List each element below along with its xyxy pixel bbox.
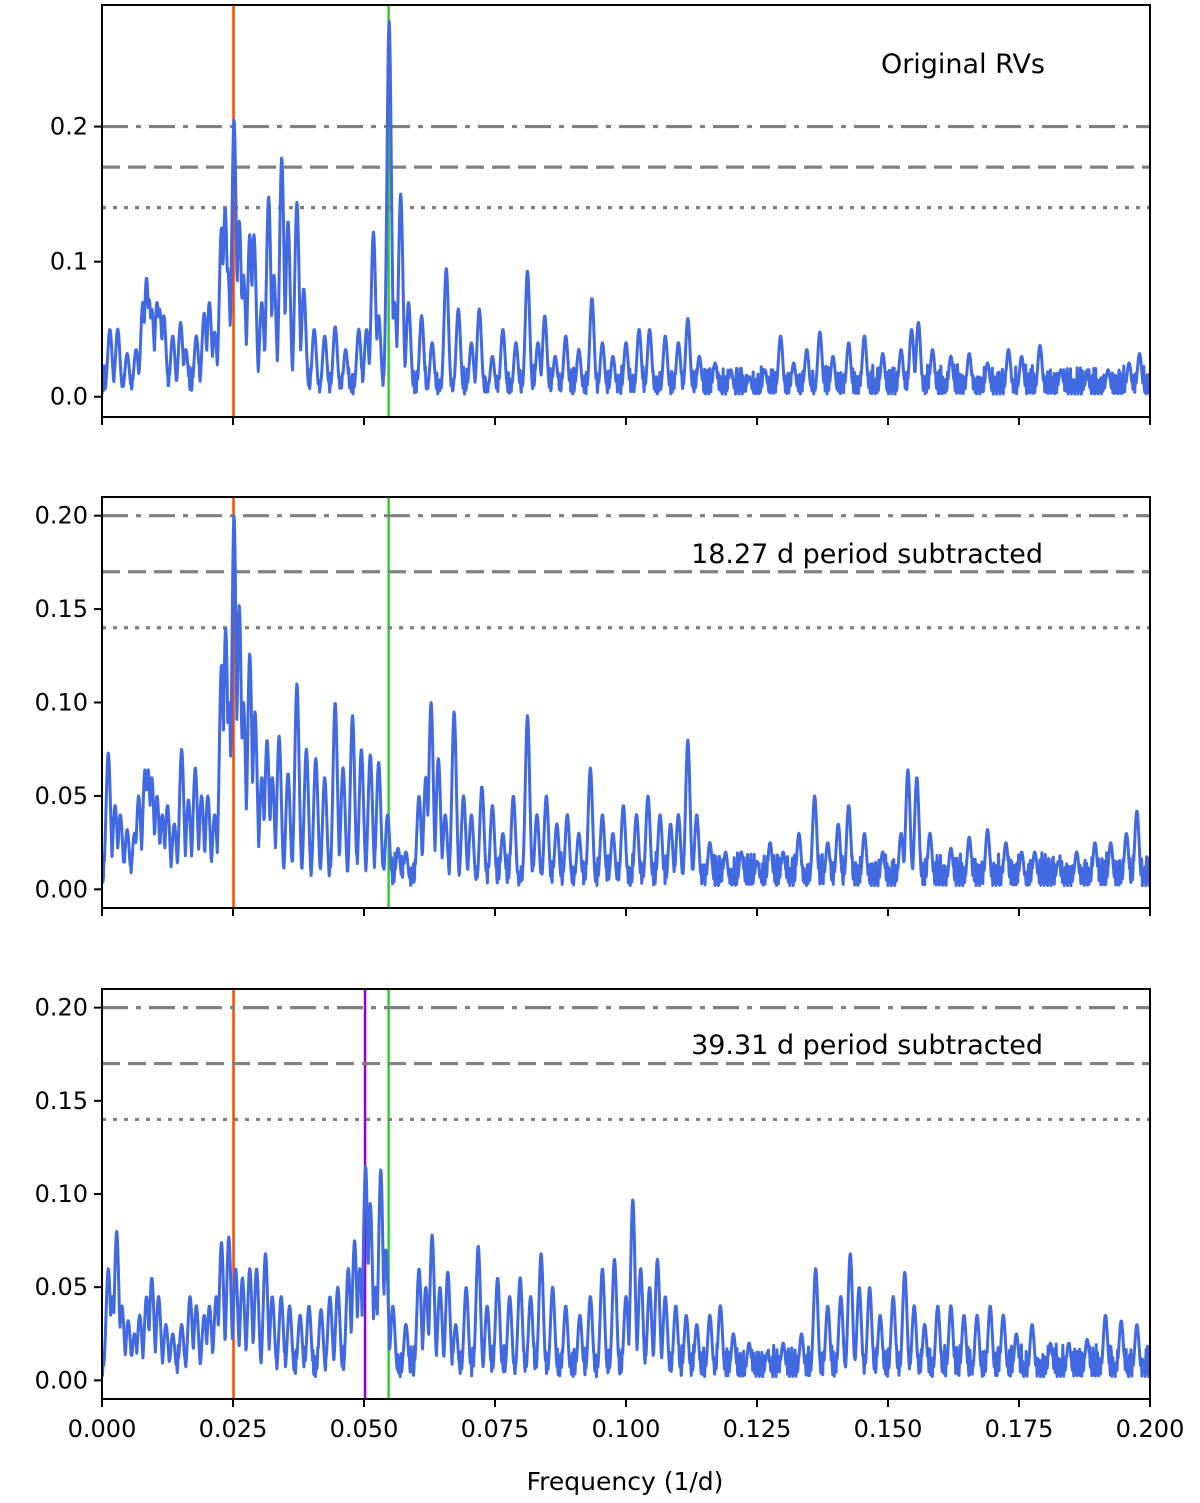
plot-area xyxy=(102,5,1150,417)
plot-area xyxy=(102,989,1150,1399)
panel-1: 0.0 0.1 0.2 Original RVs xyxy=(50,4,1151,425)
panel-annotation: 39.31 d period subtracted xyxy=(691,1030,1043,1061)
y-tick-label: 0.05 xyxy=(35,1273,88,1301)
y-tick-label: 0.20 xyxy=(35,994,88,1022)
x-tick-label: 0.050 xyxy=(330,1415,399,1443)
panel-annotation: Original RVs xyxy=(881,49,1045,80)
panel-annotation: 18.27 d period subtracted xyxy=(691,539,1043,570)
x-tick-label: 0.025 xyxy=(199,1415,268,1443)
panels-group: 0.0 0.1 0.2 Original RVs 0.00 0.05 0.10 0.15 0.2… xyxy=(35,4,1185,1443)
y-tick-label: 0.0 xyxy=(50,383,88,411)
y-tick-label: 0.1 xyxy=(50,248,88,276)
panel-3: 0.00 0.05 0.10 0.15 0.20 0.000 0.025 0.050 0.075… xyxy=(35,988,1185,1443)
x-tick-label: 0.150 xyxy=(854,1415,923,1443)
x-axis-label: Frequency (1/d) xyxy=(527,1467,724,1496)
x-tick-label: 0.000 xyxy=(68,1415,137,1443)
plot-area xyxy=(102,497,1150,908)
y-tick-label: 0.20 xyxy=(35,502,88,530)
x-tick-label: 0.075 xyxy=(461,1415,530,1443)
y-tick-label: 0.10 xyxy=(35,1180,88,1208)
y-tick-label: 0.00 xyxy=(35,1366,88,1394)
periodogram-line xyxy=(102,514,1150,888)
x-tick-label: 0.100 xyxy=(592,1415,661,1443)
x-tick-label: 0.200 xyxy=(1116,1415,1185,1443)
y-tick-label: 0.00 xyxy=(35,875,88,903)
y-tick-label: 0.15 xyxy=(35,1087,88,1115)
periodogram-line xyxy=(102,1165,1150,1379)
x-tick-label: 0.175 xyxy=(985,1415,1054,1443)
y-tick-label: 0.15 xyxy=(35,595,88,623)
periodogram-line xyxy=(102,20,1150,396)
x-tick-label: 0.125 xyxy=(723,1415,792,1443)
panel-2: 0.00 0.05 0.10 0.15 0.20 18.27 d period subtr… xyxy=(35,496,1151,916)
y-tick-label: 0.10 xyxy=(35,689,88,717)
y-tick-label: 0.2 xyxy=(50,113,88,141)
y-tick-label: 0.05 xyxy=(35,782,88,810)
